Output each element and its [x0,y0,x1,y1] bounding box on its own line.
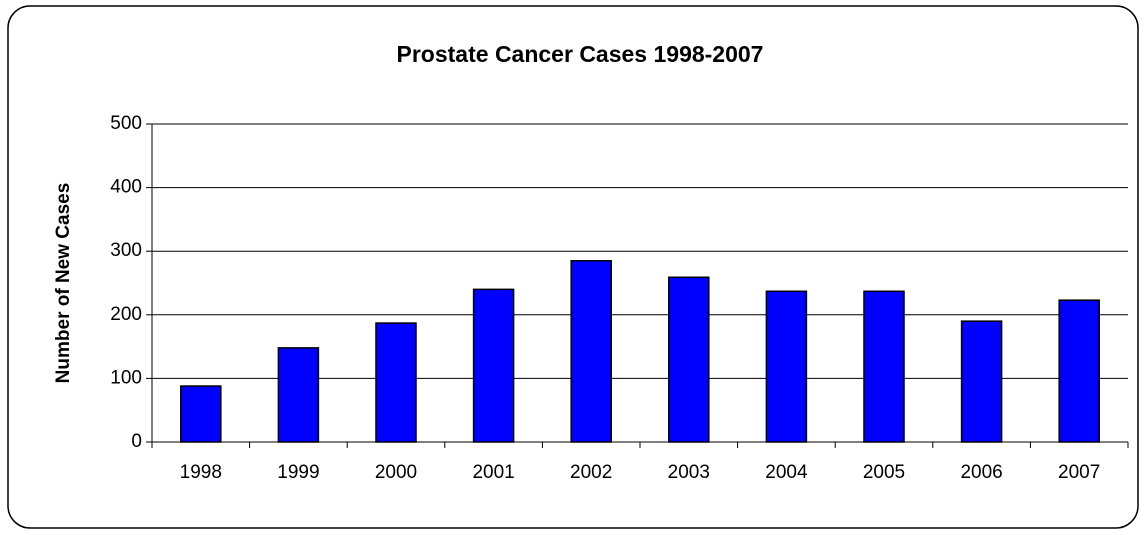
x-tick-label: 1999 [277,462,319,483]
x-tick-label: 2007 [1058,462,1100,483]
bar [668,276,710,443]
y-tick-label: 500 [110,113,142,134]
bar [960,320,1003,443]
x-tick-label: 2004 [765,462,808,483]
bar [472,288,515,443]
bar [180,385,222,443]
x-tick-label: 1998 [180,462,222,483]
chart-title: Prostate Cancer Cases 1998-2007 [397,41,764,67]
x-tick-label: 2006 [960,462,1002,483]
x-tick-label: 2003 [668,462,710,483]
x-tick-label: 2001 [472,462,514,483]
y-tick-label: 300 [110,240,142,261]
bar [277,347,320,443]
x-tick-label: 2000 [375,462,417,483]
bar [863,290,905,443]
bar [570,259,612,443]
y-tick-label: 0 [131,431,142,452]
bar [375,322,417,443]
y-tick-label: 400 [110,177,142,198]
y-axis-label: Number of New Cases [53,183,74,384]
bar [1058,299,1100,443]
x-tick-label: 2005 [863,462,905,483]
bar [765,290,808,443]
y-tick-label: 100 [110,367,142,388]
y-tick-label: 200 [110,304,142,325]
x-tick-label: 2002 [570,462,612,483]
